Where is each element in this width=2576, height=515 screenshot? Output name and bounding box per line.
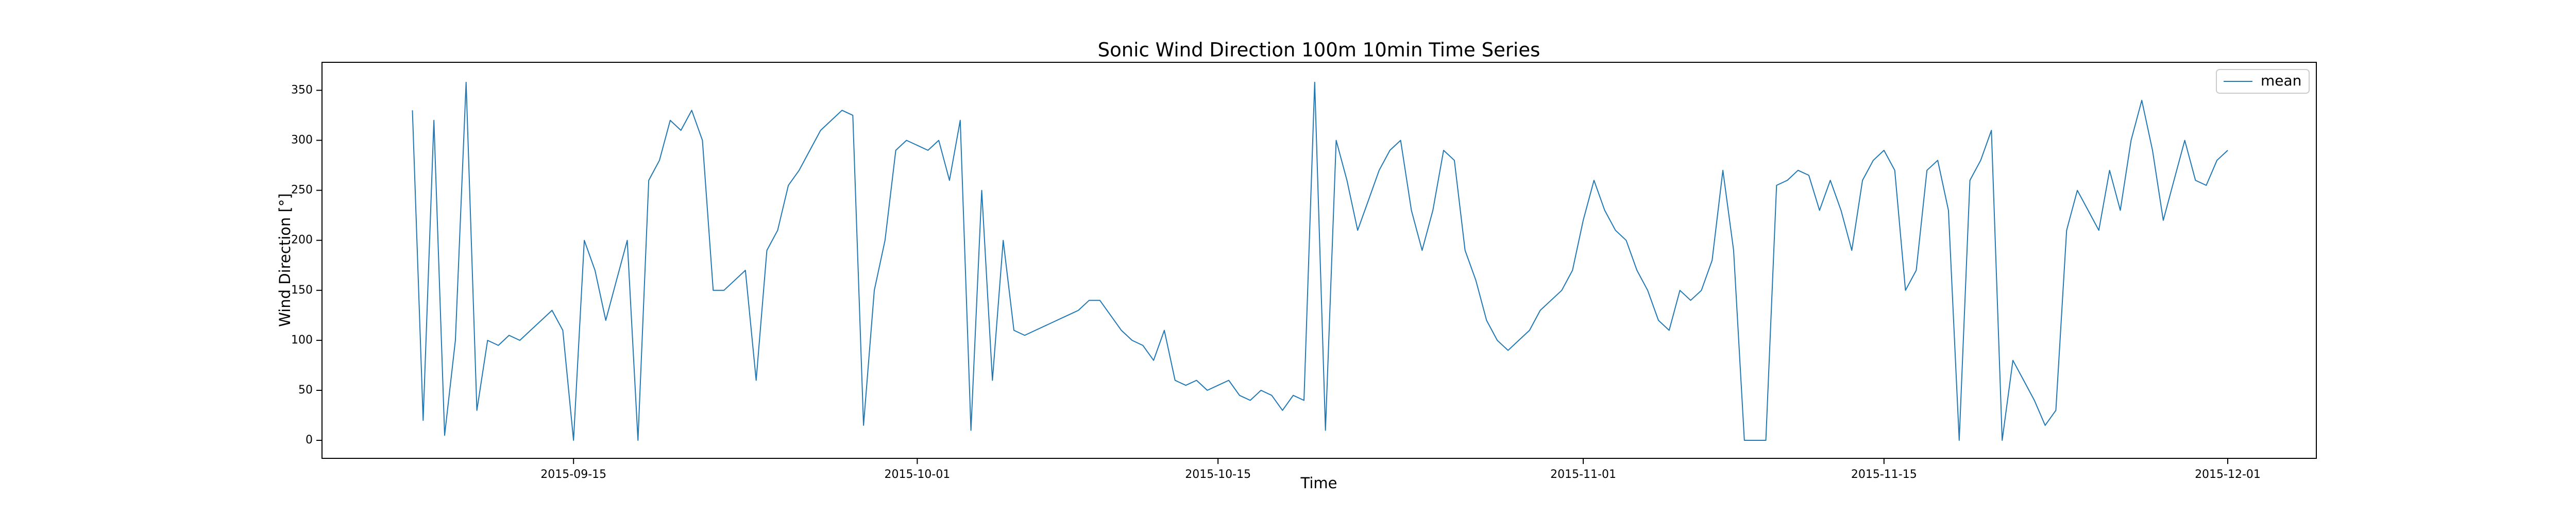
y-axis-label: Wind Direction [°] [276, 193, 294, 327]
y-tick-label: 250 [291, 184, 313, 197]
y-tick-label: 350 [291, 83, 313, 96]
legend-box [2216, 69, 2310, 94]
x-tick-label: 2015-10-01 [884, 468, 950, 481]
x-tick-label: 2015-10-15 [1185, 468, 1251, 481]
y-tick-label: 150 [291, 284, 313, 297]
y-tick-label: 50 [298, 384, 313, 397]
y-tick-label: 200 [291, 234, 313, 247]
legend: mean [2216, 69, 2310, 94]
legend-label: mean [2261, 72, 2301, 89]
x-axis-label: Time [1300, 474, 1337, 492]
x-tick-label: 2015-09-15 [540, 468, 606, 481]
data-line [412, 81, 2228, 441]
y-tick-label: 300 [291, 133, 313, 146]
x-tick-label: 2015-11-01 [1550, 468, 1616, 481]
chart-title: Sonic Wind Direction 100m 10min Time Ser… [1098, 39, 1540, 61]
plot-frame [321, 62, 2317, 459]
x-tick-label: 2015-11-15 [1851, 468, 1917, 481]
y-tick-label: 100 [291, 334, 313, 347]
x-tick-label: 2015-12-01 [2195, 468, 2261, 481]
y-tick-label: 0 [306, 434, 313, 447]
